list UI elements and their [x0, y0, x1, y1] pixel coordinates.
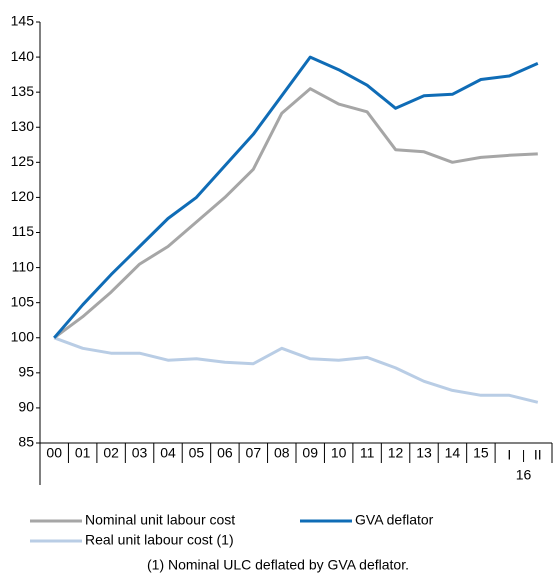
x-tick-label: II [534, 447, 542, 463]
x-tick-label: 00 [46, 445, 62, 461]
series-line [53, 336, 539, 404]
x-tick-label: 01 [75, 445, 91, 461]
x-tick-label: 08 [274, 445, 290, 461]
y-tick-label: 115 [12, 223, 35, 239]
x-tick-label: 06 [217, 445, 233, 461]
x-tick-label: 15 [473, 445, 489, 461]
y-tick-label: 110 [12, 258, 35, 274]
y-tick-label: 100 [11, 328, 35, 344]
y-tick-label: 125 [11, 153, 35, 169]
legend-label: Real unit labour cost (1) [85, 532, 234, 548]
x-tick-label: 11 [360, 445, 375, 461]
series-line [53, 55, 539, 339]
x-tick-label: 13 [416, 445, 432, 461]
x-tick-label: 05 [189, 445, 205, 461]
x-tick-label: 02 [103, 445, 119, 461]
x-tick-label: 07 [246, 445, 262, 461]
y-tick-label: 120 [11, 188, 35, 204]
y-tick-label: 145 [11, 13, 35, 29]
x-tick-label: I [507, 447, 511, 463]
y-tick-label: 95 [18, 364, 34, 380]
x-tick-label: 09 [302, 445, 318, 461]
x-tick-label: 03 [132, 445, 148, 461]
y-tick-label: 135 [11, 83, 35, 99]
x-tick-label: 10 [331, 445, 347, 461]
series-line [53, 87, 538, 340]
y-tick-label: 105 [11, 293, 35, 309]
legend-label: GVA deflator [355, 512, 434, 528]
y-tick-label: 130 [11, 118, 35, 134]
footnote: (1) Nominal ULC deflated by GVA deflator… [147, 557, 409, 573]
x-group-label: 16 [516, 467, 532, 483]
x-tick-label: 12 [388, 445, 404, 461]
y-tick-label: 140 [11, 48, 35, 64]
legend-label: Nominal unit labour cost [85, 512, 235, 528]
y-tick-label: 85 [18, 434, 34, 450]
y-tick-label: 90 [18, 399, 34, 415]
x-tick-label: 04 [160, 445, 176, 461]
x-tick-label: 14 [445, 445, 461, 461]
